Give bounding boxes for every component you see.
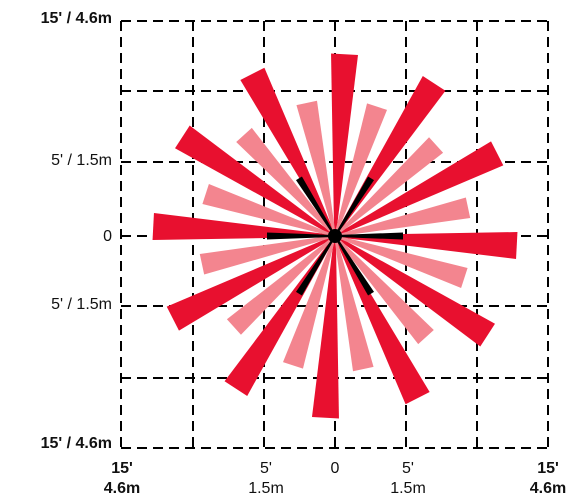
short-beam bbox=[335, 237, 375, 296]
x-label-right-m: 4.6m bbox=[529, 480, 567, 497]
short-beam bbox=[337, 232, 403, 240]
x-label-left-m: 4.6m bbox=[103, 480, 141, 497]
y-label-lower: 5' / 1.5m bbox=[51, 296, 112, 313]
x-label-right-ft: 15' bbox=[537, 460, 559, 477]
short-beam bbox=[295, 176, 335, 235]
outer-beam bbox=[166, 236, 334, 331]
inner-beam bbox=[236, 127, 335, 236]
inner-beam bbox=[335, 236, 434, 345]
y-label-zero: 0 bbox=[103, 228, 112, 245]
outer-beam bbox=[331, 53, 359, 235]
inner-beam bbox=[335, 137, 444, 236]
inner-beam bbox=[336, 235, 468, 289]
outer-beam bbox=[152, 212, 334, 240]
x-label-left-ft: 15' bbox=[111, 460, 133, 477]
short-beams bbox=[267, 176, 403, 296]
inner-beam bbox=[334, 103, 388, 235]
outer-beams bbox=[152, 53, 518, 419]
x-label-midright-m: 1.5m bbox=[390, 480, 426, 497]
x-label-midleft-ft: 5' bbox=[260, 460, 272, 477]
y-label-upper: 5' / 1.5m bbox=[51, 152, 112, 169]
short-beam bbox=[335, 176, 375, 235]
y-label-top: 15' / 4.6m bbox=[40, 10, 112, 27]
outer-beam bbox=[336, 236, 495, 347]
inner-beam bbox=[202, 183, 334, 237]
outer-beam bbox=[336, 141, 504, 236]
outer-beam bbox=[311, 237, 339, 419]
inner-beam bbox=[226, 236, 335, 335]
inner-beam bbox=[296, 100, 336, 235]
inner-beam bbox=[336, 197, 471, 237]
x-label-zero: 0 bbox=[330, 460, 340, 477]
outer-beam bbox=[175, 125, 334, 236]
inner-beams bbox=[199, 100, 471, 372]
inner-beam bbox=[199, 235, 334, 275]
x-label-midleft-m: 1.5m bbox=[248, 480, 284, 497]
inner-beam bbox=[334, 237, 374, 372]
short-beam bbox=[295, 237, 335, 296]
x-label-midright-ft: 5' bbox=[402, 460, 414, 477]
short-beam bbox=[267, 232, 333, 240]
y-label-bottom: 15' / 4.6m bbox=[40, 435, 112, 452]
outer-beam bbox=[336, 232, 518, 260]
center-point bbox=[328, 229, 342, 243]
inner-beam bbox=[282, 237, 336, 369]
